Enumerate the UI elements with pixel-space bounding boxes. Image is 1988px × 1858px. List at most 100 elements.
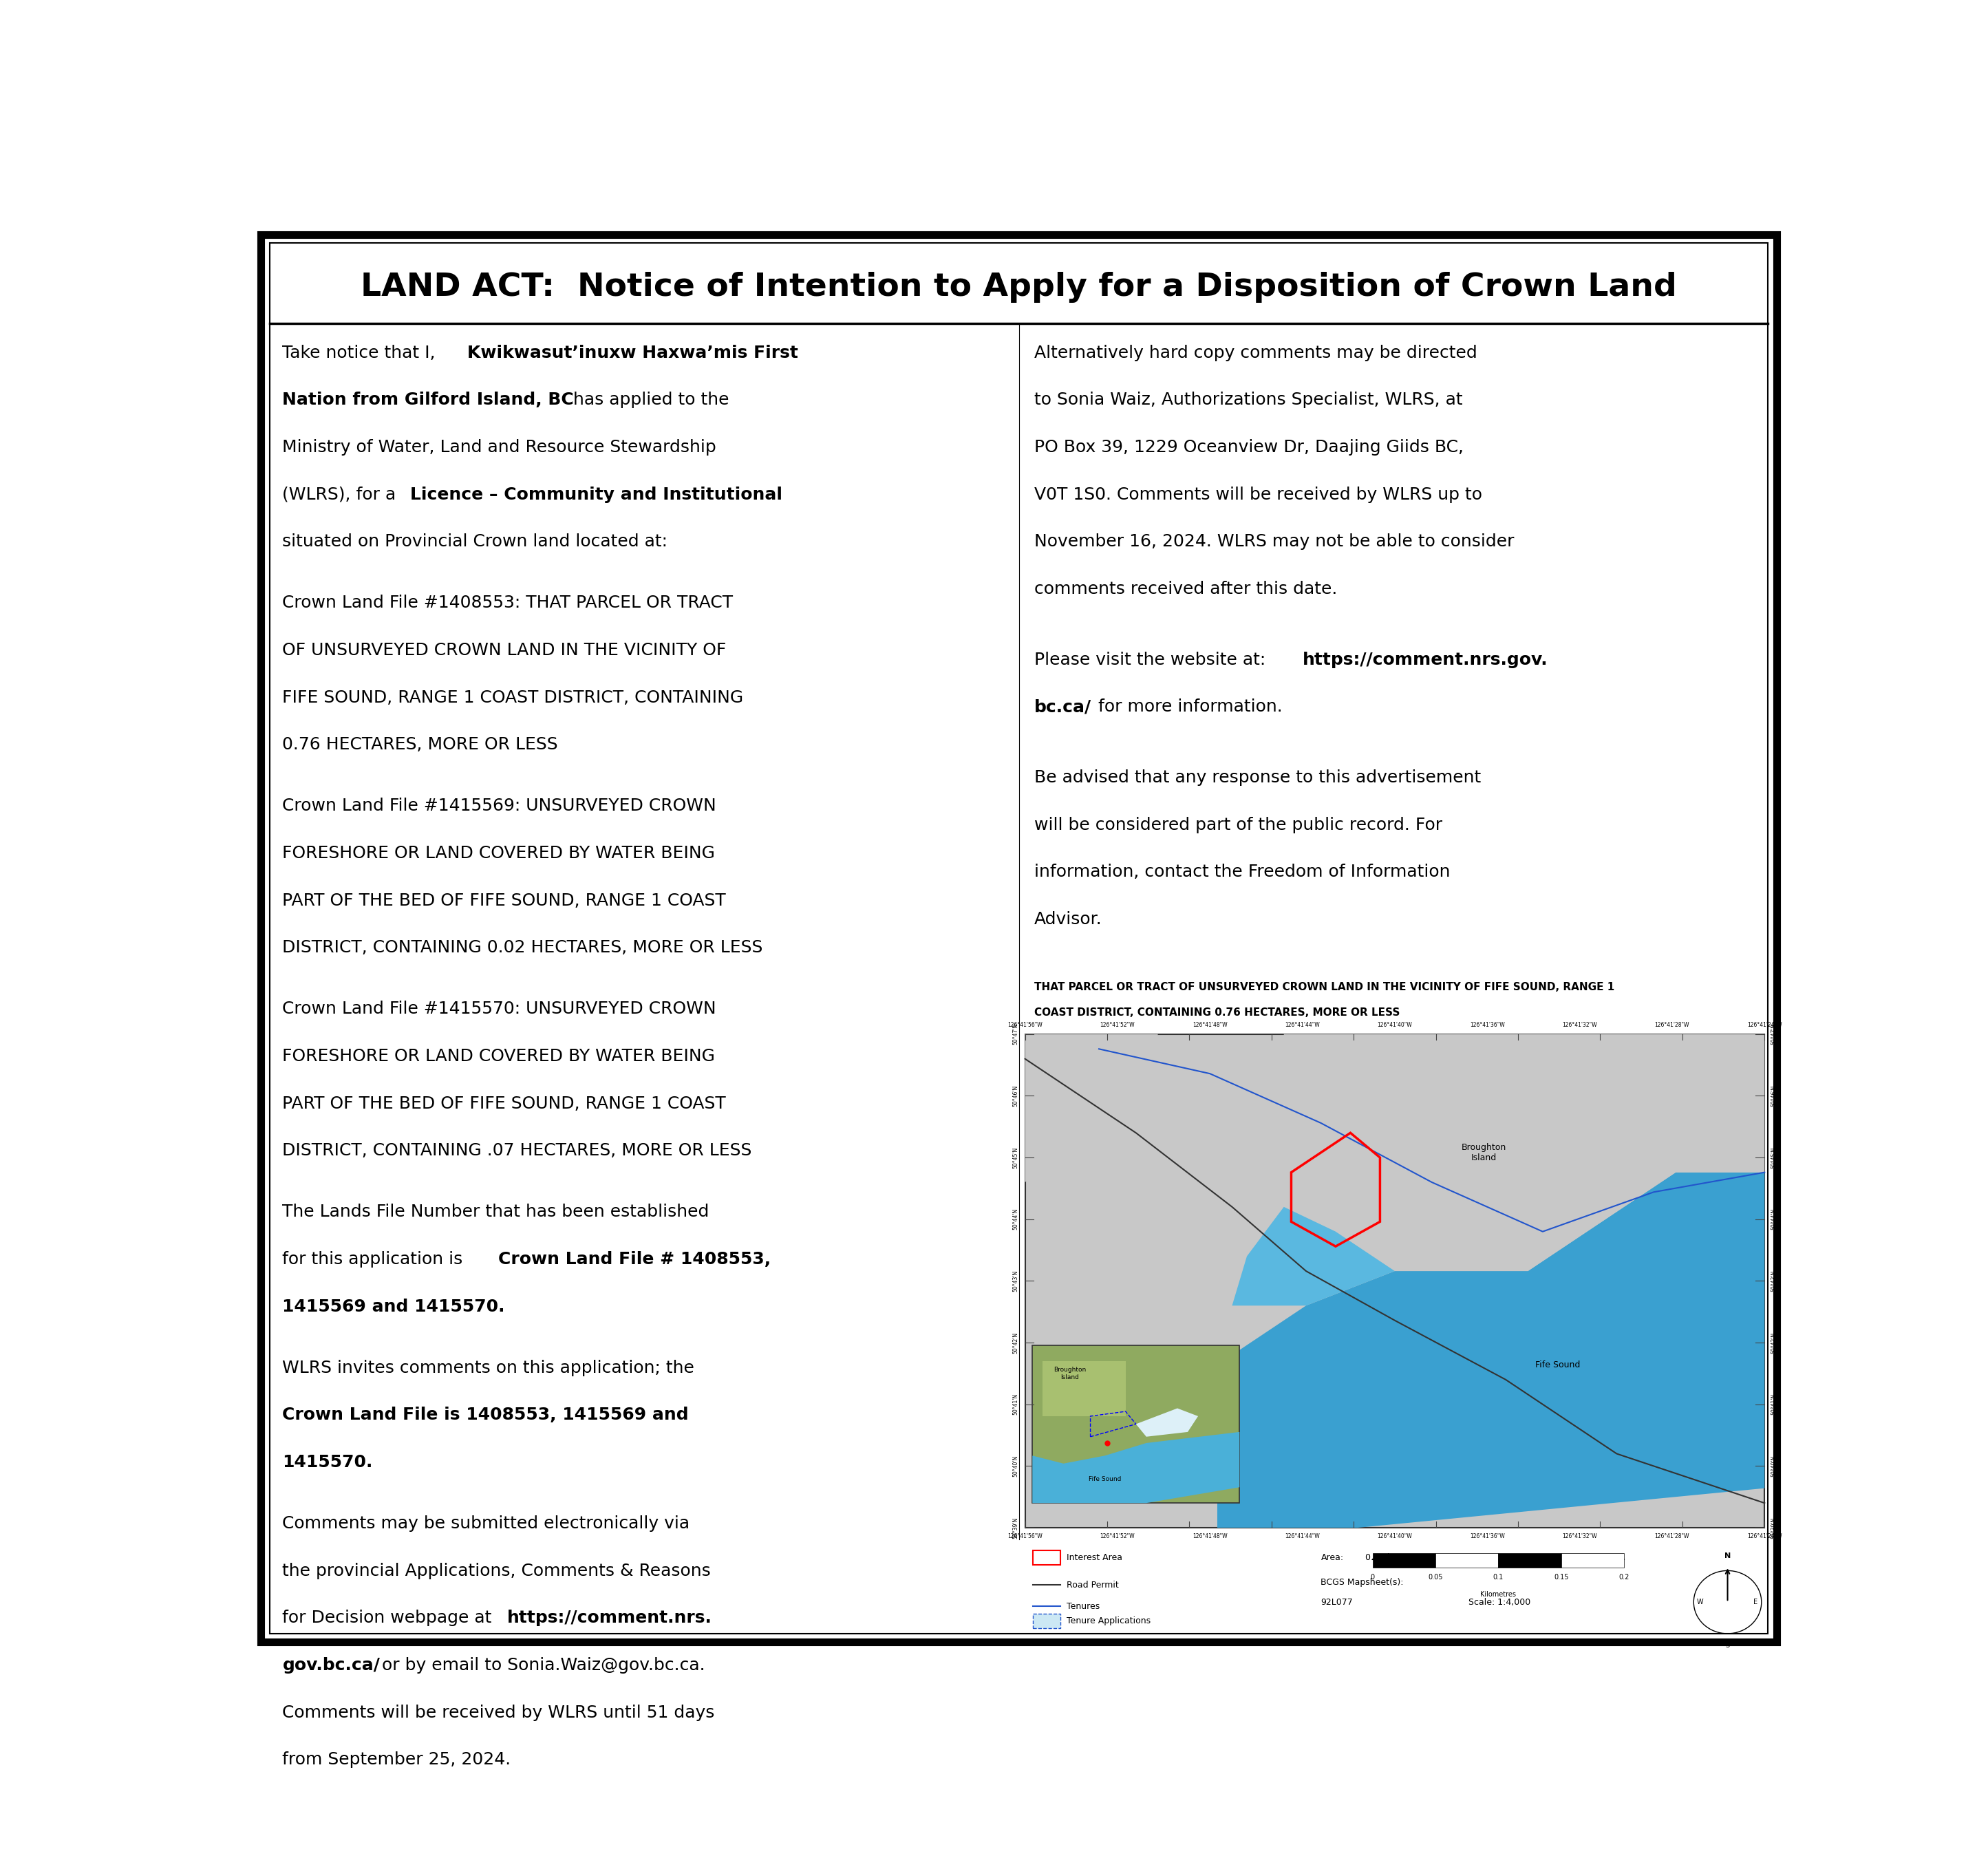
Text: for this application is: for this application is — [282, 1250, 469, 1267]
Text: for Decision webpage at: for Decision webpage at — [282, 1609, 497, 1626]
Text: 126°41'52"W: 126°41'52"W — [1099, 1533, 1135, 1540]
Text: 50°42'N: 50°42'N — [1771, 1332, 1777, 1353]
Text: bc.ca/: bc.ca/ — [1034, 699, 1091, 715]
Text: 50°40'N: 50°40'N — [1771, 1455, 1777, 1477]
Polygon shape — [1284, 1035, 1765, 1271]
Text: for more information.: for more information. — [1093, 699, 1282, 715]
Text: (WLRS), for a: (WLRS), for a — [282, 487, 402, 504]
Text: Crown Land File #1415570: UNSURVEYED CROWN: Crown Land File #1415570: UNSURVEYED CRO… — [282, 1001, 716, 1018]
Text: 0.76 HECTARES, MORE OR LESS: 0.76 HECTARES, MORE OR LESS — [282, 736, 559, 752]
Text: 126°41'40"W: 126°41'40"W — [1378, 1022, 1411, 1029]
Text: 50°46'N: 50°46'N — [1012, 1085, 1020, 1107]
Text: has applied to the: has applied to the — [567, 392, 730, 409]
Text: LAND ACT:  Notice of Intention to Apply for a Disposition of Crown Land: LAND ACT: Notice of Intention to Apply f… — [360, 271, 1678, 303]
Text: 126°41'24"W: 126°41'24"W — [1747, 1533, 1781, 1540]
Text: Nation from Gilford Island, BC: Nation from Gilford Island, BC — [282, 392, 575, 409]
Polygon shape — [1032, 1433, 1239, 1503]
Text: FORESHORE OR LAND COVERED BY WATER BEING: FORESHORE OR LAND COVERED BY WATER BEING — [282, 845, 716, 862]
Text: Crown Land File #1415569: UNSURVEYED CROWN: Crown Land File #1415569: UNSURVEYED CRO… — [282, 797, 716, 814]
Text: Fife Sound: Fife Sound — [1089, 1477, 1121, 1483]
Text: comments received after this date.: comments received after this date. — [1034, 582, 1338, 596]
Text: 50°41'N: 50°41'N — [1012, 1394, 1020, 1416]
Text: information, contact the Freedom of Information: information, contact the Freedom of Info… — [1034, 864, 1449, 881]
Text: E: E — [1753, 1598, 1757, 1605]
Bar — [1561, 1553, 1624, 1568]
Text: Broughton
Island: Broughton Island — [1461, 1143, 1507, 1163]
Text: The Lands File Number that has been established: The Lands File Number that has been esta… — [282, 1204, 710, 1221]
Text: 50°40'N: 50°40'N — [1012, 1455, 1020, 1477]
Polygon shape — [1233, 1208, 1396, 1306]
Text: 50°43'N: 50°43'N — [1012, 1271, 1020, 1291]
Text: 126°41'36"W: 126°41'36"W — [1469, 1022, 1505, 1029]
Text: Area:: Area: — [1320, 1553, 1344, 1563]
Bar — [1372, 1553, 1435, 1568]
Text: 50°44'N: 50°44'N — [1771, 1208, 1777, 1230]
Text: 50°39'N: 50°39'N — [1012, 1516, 1020, 1538]
Text: W: W — [1696, 1598, 1704, 1605]
Text: 126°41'56"W: 126°41'56"W — [1008, 1022, 1042, 1029]
Text: 50°45'N: 50°45'N — [1771, 1146, 1777, 1169]
Text: 50°47'N: 50°47'N — [1771, 1024, 1777, 1044]
Text: Advisor.: Advisor. — [1034, 910, 1101, 927]
Text: Crown Land File # 1408553,: Crown Land File # 1408553, — [499, 1250, 771, 1267]
Text: 126°41'40"W: 126°41'40"W — [1378, 1533, 1411, 1540]
Text: Tenures: Tenures — [1068, 1602, 1099, 1611]
Text: OF UNSURVEYED CROWN LAND IN THE VICINITY OF: OF UNSURVEYED CROWN LAND IN THE VICINITY… — [282, 643, 726, 658]
Text: from September 25, 2024.: from September 25, 2024. — [282, 1752, 511, 1769]
Bar — [1026, 1035, 1765, 1527]
Text: Tenure Applications: Tenure Applications — [1068, 1616, 1151, 1626]
Text: the provincial Applications, Comments & Reasons: the provincial Applications, Comments & … — [282, 1563, 712, 1579]
Text: 126°41'44"W: 126°41'44"W — [1284, 1022, 1320, 1029]
Text: Crown Land File is 1408553, 1415569 and: Crown Land File is 1408553, 1415569 and — [282, 1407, 688, 1423]
Text: will be considered part of the public record. For: will be considered part of the public re… — [1034, 818, 1443, 832]
Bar — [1032, 1613, 1060, 1628]
Text: 126°41'52"W: 126°41'52"W — [1099, 1022, 1135, 1029]
Text: Interest Area: Interest Area — [1068, 1553, 1123, 1563]
Text: S: S — [1726, 1642, 1730, 1650]
Text: situated on Provincial Crown land located at:: situated on Provincial Crown land locate… — [282, 533, 668, 550]
Text: 126°41'36"W: 126°41'36"W — [1469, 1533, 1505, 1540]
Polygon shape — [1026, 1035, 1159, 1182]
Text: THAT PARCEL OR TRACT OF UNSURVEYED CROWN LAND IN THE VICINITY OF FIFE SOUND, RAN: THAT PARCEL OR TRACT OF UNSURVEYED CROWN… — [1034, 981, 1614, 992]
Text: Comments may be submitted electronically via: Comments may be submitted electronically… — [282, 1516, 690, 1533]
Bar — [1032, 1345, 1239, 1503]
Text: or by email to Sonia.Waiz@gov.bc.ca.: or by email to Sonia.Waiz@gov.bc.ca. — [376, 1657, 706, 1674]
Text: Broughton
Island: Broughton Island — [1054, 1367, 1085, 1380]
Text: Road Permit: Road Permit — [1068, 1581, 1119, 1589]
Text: Fife Sound: Fife Sound — [1535, 1360, 1580, 1369]
Text: 126°41'48"W: 126°41'48"W — [1193, 1022, 1227, 1029]
Text: DISTRICT, CONTAINING 0.02 HECTARES, MORE OR LESS: DISTRICT, CONTAINING 0.02 HECTARES, MORE… — [282, 940, 763, 957]
Text: November 16, 2024. WLRS may not be able to consider: November 16, 2024. WLRS may not be able … — [1034, 533, 1515, 550]
Text: 126°41'44"W: 126°41'44"W — [1284, 1533, 1320, 1540]
Text: Licence – Community and Institutional: Licence – Community and Institutional — [410, 487, 783, 504]
Text: 50°39'N: 50°39'N — [1771, 1516, 1777, 1538]
Text: Crown Land File #1408553: THAT PARCEL OR TRACT: Crown Land File #1408553: THAT PARCEL OR… — [282, 595, 734, 611]
Text: Be advised that any response to this advertisement: Be advised that any response to this adv… — [1034, 769, 1481, 786]
Polygon shape — [1135, 1408, 1199, 1436]
Text: 0.76 ha: 0.76 ha — [1366, 1553, 1398, 1563]
Text: 50°44'N: 50°44'N — [1012, 1208, 1020, 1230]
Text: Comments will be received by WLRS until 51 days: Comments will be received by WLRS until … — [282, 1704, 716, 1721]
Text: Please visit the website at:: Please visit the website at: — [1034, 652, 1270, 669]
Text: 126°41'28"W: 126°41'28"W — [1654, 1022, 1690, 1029]
Text: DISTRICT, CONTAINING .07 HECTARES, MORE OR LESS: DISTRICT, CONTAINING .07 HECTARES, MORE … — [282, 1143, 751, 1159]
Text: BCGS Mapsheet(s):: BCGS Mapsheet(s): — [1320, 1577, 1404, 1587]
Text: COAST DISTRICT, CONTAINING 0.76 HECTARES, MORE OR LESS: COAST DISTRICT, CONTAINING 0.76 HECTARES… — [1034, 1007, 1400, 1018]
Bar — [1032, 1551, 1060, 1564]
Text: PART OF THE BED OF FIFE SOUND, RANGE 1 COAST: PART OF THE BED OF FIFE SOUND, RANGE 1 C… — [282, 892, 726, 909]
Text: 126°41'24"W: 126°41'24"W — [1747, 1022, 1781, 1029]
Text: Kwikwasut’inuxw Haxwa’mis First: Kwikwasut’inuxw Haxwa’mis First — [467, 344, 799, 360]
Text: PO Box 39, 1229 Oceanview Dr, Daajing Giids BC,: PO Box 39, 1229 Oceanview Dr, Daajing Gi… — [1034, 438, 1463, 455]
Text: 50°46'N: 50°46'N — [1771, 1085, 1777, 1107]
Text: 0: 0 — [1370, 1574, 1376, 1581]
Text: 92L077: 92L077 — [1320, 1598, 1354, 1607]
Text: 0.1: 0.1 — [1493, 1574, 1503, 1581]
Text: FORESHORE OR LAND COVERED BY WATER BEING: FORESHORE OR LAND COVERED BY WATER BEING — [282, 1048, 716, 1065]
Text: 0.2: 0.2 — [1618, 1574, 1630, 1581]
Text: Alternatively hard copy comments may be directed: Alternatively hard copy comments may be … — [1034, 344, 1477, 360]
Text: 0.15: 0.15 — [1555, 1574, 1569, 1581]
Text: 126°41'28"W: 126°41'28"W — [1654, 1533, 1690, 1540]
Text: https://comment.nrs.: https://comment.nrs. — [507, 1609, 712, 1626]
Text: 1415570.: 1415570. — [282, 1455, 374, 1470]
Text: WLRS invites comments on this application; the: WLRS invites comments on this applicatio… — [282, 1360, 694, 1377]
